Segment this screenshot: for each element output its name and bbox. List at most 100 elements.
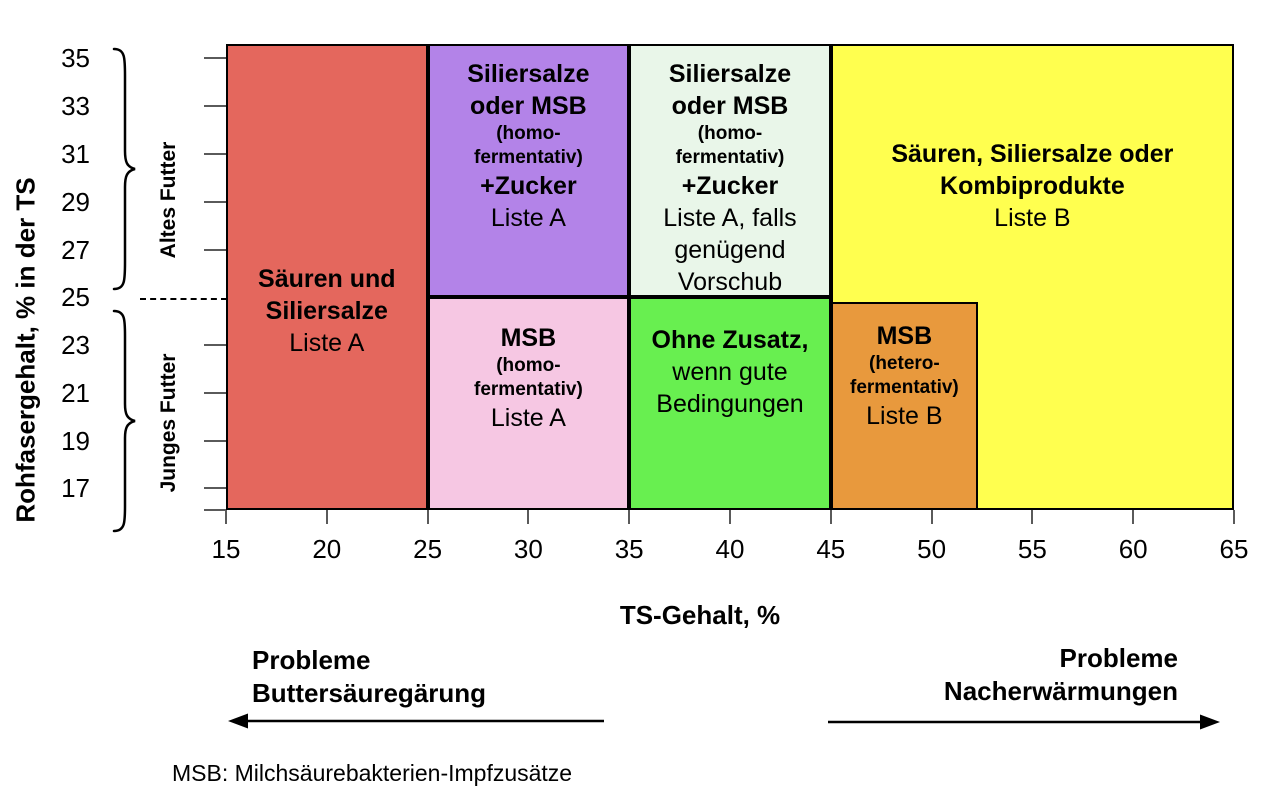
y-tick-label: 27 bbox=[61, 234, 90, 265]
region-label-msb-homofermentativ: MSB (homo-fermentativ) Liste A bbox=[430, 322, 628, 434]
annotation-nacherwaermungen: Probleme Nacherwärmungen bbox=[944, 642, 1178, 708]
region-label-line: fermentativ) bbox=[474, 379, 583, 401]
brace-icon-altes-futter bbox=[112, 47, 136, 291]
x-tick-label: 45 bbox=[816, 534, 846, 564]
x-tick-label: 30 bbox=[513, 534, 543, 564]
x-tick-mark bbox=[729, 510, 731, 524]
x-tick-label: 20 bbox=[312, 534, 342, 564]
y-tick-mark bbox=[204, 105, 226, 108]
y-tick-label: 21 bbox=[61, 377, 90, 408]
region-label-line: Bedingungen bbox=[656, 390, 804, 419]
region-msb-heterofermentativ: MSB (hetero-fermentativ) Liste B bbox=[830, 302, 978, 510]
region-label-line: Liste A bbox=[490, 404, 566, 433]
region-label-line: Siliersalze bbox=[265, 297, 388, 326]
x-tick-label: 25 bbox=[413, 534, 443, 564]
annotation-right-line2: Nacherwärmungen bbox=[943, 676, 1178, 706]
y-group-label-junges-futter: Junges Futter bbox=[157, 353, 180, 493]
region-label-line: Liste B bbox=[866, 402, 943, 431]
region-label-line: Liste A bbox=[490, 204, 566, 233]
x-tick-label: 50 bbox=[917, 534, 947, 564]
x-tick-label: 65 bbox=[1219, 534, 1249, 564]
x-tick-mark bbox=[325, 510, 328, 524]
arrow-right-icon bbox=[828, 714, 1220, 730]
region-saeuren-und-siliersalze: Säuren und Siliersalze Liste A bbox=[226, 44, 428, 510]
x-tick-mark bbox=[930, 510, 933, 524]
region-label-line: Ohne Zusatz, bbox=[651, 326, 809, 355]
y-tick-label: 35 bbox=[61, 43, 90, 74]
region-label-line: wenn gute bbox=[672, 358, 788, 387]
y-split-dashed-line bbox=[140, 298, 227, 300]
x-tick-label: 60 bbox=[1118, 534, 1148, 564]
region-siliersalze-oder-msb-zucker: Siliersalze oder MSB (homo-fermentativ) +Zu… bbox=[427, 44, 630, 298]
y-tick-mark bbox=[204, 200, 226, 203]
region-ohne-zusatz: Ohne Zusatz, wenn gute Bedingungen bbox=[629, 297, 831, 510]
y-tick-mark bbox=[204, 152, 226, 155]
region-label-line: +Zucker bbox=[681, 172, 779, 201]
region-label-saeuren-und-siliersalze: Säuren und Siliersalze Liste A bbox=[228, 263, 426, 359]
x-tick-label: 15 bbox=[211, 534, 241, 564]
y-tick-label: 17 bbox=[61, 473, 90, 504]
x-tick-label: 35 bbox=[614, 534, 644, 564]
x-tick-mark bbox=[1132, 510, 1135, 524]
y-tick-label: 33 bbox=[61, 91, 90, 122]
region-label-line: Siliersalze bbox=[467, 60, 590, 89]
x-tick-mark bbox=[426, 510, 429, 524]
x-tick-mark bbox=[225, 510, 227, 524]
arrow-left-icon bbox=[228, 713, 604, 729]
x-tick-mark bbox=[829, 510, 832, 524]
region-label-line: (homo- bbox=[697, 123, 763, 145]
region-label-line: genügend bbox=[674, 236, 786, 265]
x-tick-mark bbox=[1031, 510, 1034, 524]
y-tick-label: 29 bbox=[61, 186, 90, 217]
y-tick-mark bbox=[204, 57, 226, 60]
region-label-siliersalze-oder-msb-zucker: Siliersalze oder MSB (homo-fermentativ) +Zu… bbox=[430, 58, 628, 234]
region-label-line: fermentativ) bbox=[850, 377, 959, 399]
region-label-saeuren-siliersalze-kombiprodukte: Säuren, Siliersalze oder Kombiprodukte Lis… bbox=[833, 138, 1232, 234]
x-tick-mark bbox=[527, 510, 530, 524]
x-axis-title: TS-Gehalt, % bbox=[619, 600, 781, 630]
region-label-line: oder MSB bbox=[470, 92, 587, 121]
axis-corner-tick bbox=[204, 509, 226, 511]
region-label-ohne-zusatz: Ohne Zusatz, wenn gute Bedingungen bbox=[631, 324, 829, 420]
region-label-line: Siliersalze bbox=[668, 60, 792, 89]
y-tick-label: 23 bbox=[61, 330, 90, 361]
brace-icon-junges-futter bbox=[112, 309, 136, 533]
region-label-line: fermentativ) bbox=[675, 147, 785, 169]
annotation-right-line1: Probleme bbox=[1059, 643, 1179, 673]
region-label-line: Kombiprodukte bbox=[940, 172, 1125, 201]
y-tick-mark bbox=[204, 391, 226, 394]
region-label-line: Liste B bbox=[994, 204, 1071, 233]
region-label-line: Säuren, Siliersalze oder bbox=[891, 140, 1174, 169]
region-label-line: MSB bbox=[500, 324, 557, 353]
region-label-line: Liste A, falls bbox=[663, 204, 797, 233]
region-msb-homofermentativ: MSB (homo-fermentativ) Liste A bbox=[427, 297, 630, 510]
plot-area: Säuren und Siliersalze Liste A Siliersalze o… bbox=[226, 44, 1234, 510]
y-group-label-altes-futter: Altes Futter bbox=[157, 141, 180, 259]
region-label-line: Vorschub bbox=[677, 268, 783, 297]
y-tick-mark bbox=[204, 344, 226, 347]
region-label-line: +Zucker bbox=[480, 172, 577, 201]
y-tick-label: 25 bbox=[61, 282, 90, 313]
region-siliersalze-oder-msb-zucker-vorschub: Siliersalze oder MSB (homo-fermentativ) +Zu… bbox=[629, 44, 831, 298]
annotation-left-line1: Probleme bbox=[252, 645, 371, 675]
region-label-line: Säuren und bbox=[258, 265, 396, 294]
annotation-left-line2: Buttersäuregärung bbox=[252, 678, 487, 708]
region-label-siliersalze-oder-msb-zucker-vorschub: Siliersalze oder MSB (homo-fermentativ) +Zu… bbox=[631, 58, 829, 298]
y-tick-label: 19 bbox=[61, 425, 90, 456]
y-tick-mark bbox=[204, 439, 226, 442]
x-tick-mark bbox=[1233, 510, 1235, 524]
footnote-msb-definition: MSB: Milchsäurebakterien-Impfzusätze bbox=[172, 760, 573, 786]
y-tick-mark bbox=[204, 248, 226, 251]
x-tick-label: 55 bbox=[1017, 534, 1047, 564]
region-label-line: fermentativ) bbox=[474, 147, 583, 169]
region-label-line: (homo- bbox=[496, 123, 561, 145]
region-label-line: oder MSB bbox=[671, 92, 789, 121]
region-label-msb-heterofermentativ: MSB (hetero-fermentativ) Liste B bbox=[833, 320, 976, 432]
region-label-line: MSB bbox=[876, 322, 933, 351]
x-tick-mark bbox=[628, 510, 631, 524]
region-label-line: (homo- bbox=[496, 355, 561, 377]
y-tick-label: 31 bbox=[61, 138, 90, 169]
region-label-line: Liste A bbox=[289, 329, 365, 358]
y-tick-mark bbox=[204, 487, 226, 490]
